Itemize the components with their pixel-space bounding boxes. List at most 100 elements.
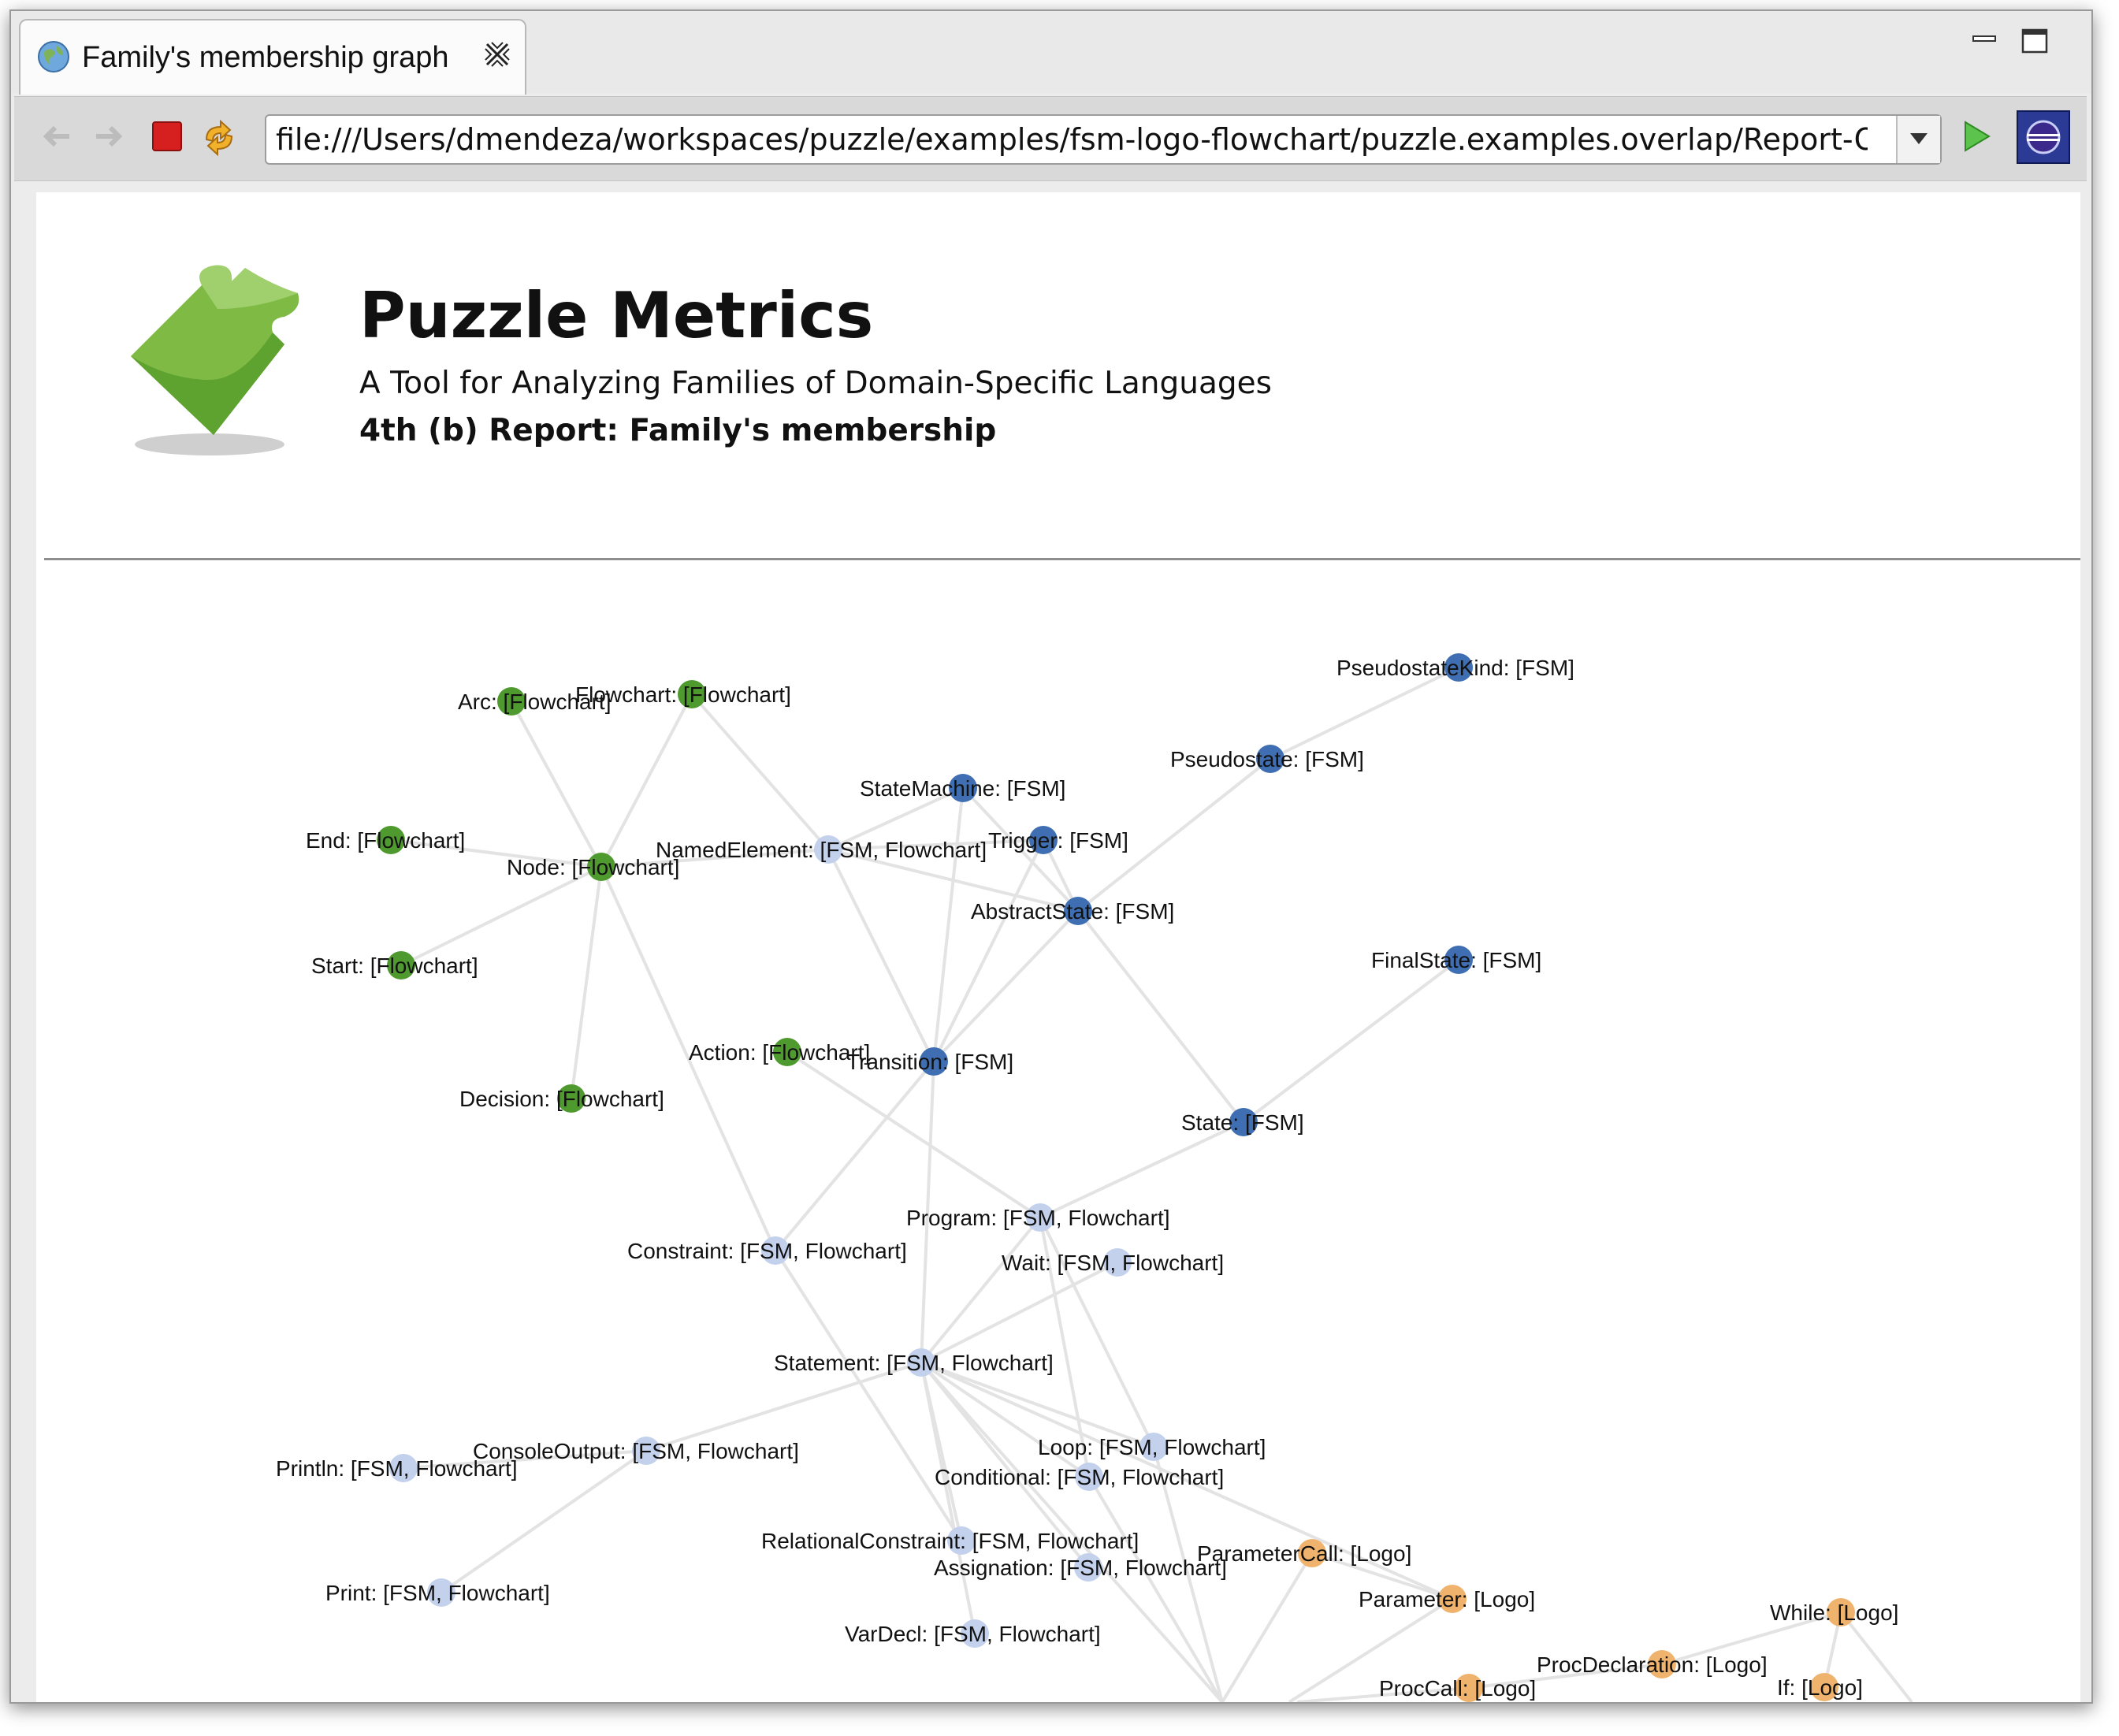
graph-node-namedelement[interactable]	[814, 835, 842, 864]
graph-node-assignation[interactable]	[1074, 1553, 1102, 1582]
graph-node-state[interactable]	[1229, 1108, 1258, 1136]
graph-node-finalstate[interactable]	[1444, 946, 1473, 974]
graph-edge	[390, 838, 602, 868]
graph-node-label: Pseudostate: [FSM]	[1170, 747, 1364, 771]
globe-icon	[36, 39, 71, 78]
graph-node-label: Decision: [Flowchart]	[459, 1087, 664, 1111]
graph-node-label: Action: [Flowchart]	[689, 1040, 870, 1065]
graph-node-label: Assignation: [FSM, Flowchart]	[934, 1556, 1227, 1580]
graph-node-label: State: [FSM]	[1181, 1110, 1304, 1135]
browser-toolbar: file:///Users/dmendeza/workspaces/puzzle…	[14, 96, 2087, 181]
stop-icon[interactable]	[148, 117, 186, 159]
graph-edge	[827, 849, 935, 1062]
graph-node-program[interactable]	[1026, 1203, 1054, 1232]
tab-title: Family's membership graph	[82, 41, 449, 74]
go-icon[interactable]	[1957, 117, 1995, 159]
graph-edge	[1076, 909, 1245, 1124]
graph-edge	[440, 1449, 648, 1594]
refresh-icon[interactable]	[199, 117, 240, 162]
graph-edge	[932, 909, 1080, 1063]
graph-node-proccall[interactable]	[1455, 1674, 1483, 1702]
graph-node-start[interactable]	[387, 951, 415, 980]
graph-edge	[400, 865, 602, 967]
graph-node-procdeclaration[interactable]	[1648, 1650, 1676, 1678]
graph-edge	[920, 1061, 935, 1363]
tab-family-membership-graph[interactable]: Family's membership graph	[19, 19, 526, 95]
graph-node-parameter[interactable]	[1438, 1585, 1467, 1613]
forward-arrow-icon[interactable]	[90, 117, 128, 159]
graph-edge	[920, 1361, 1091, 1478]
graph-edge	[920, 1361, 1154, 1448]
graph-node-println[interactable]	[389, 1454, 418, 1482]
graph-node-decision[interactable]	[557, 1084, 586, 1113]
address-bar[interactable]: file:///Users/dmendeza/workspaces/puzzle…	[265, 114, 1942, 165]
graph-node-if[interactable]	[1810, 1673, 1838, 1701]
graph-node-end[interactable]	[377, 826, 405, 854]
graph-node-flowchart[interactable]	[678, 680, 706, 708]
graph-edge	[1039, 1121, 1244, 1219]
graph-node-arc[interactable]	[497, 687, 526, 716]
graph-node-label: Conditional: [FSM, Flowchart]	[935, 1465, 1224, 1489]
graph-node-label: ConsoleOutput: [FSM, Flowchart]	[473, 1439, 799, 1463]
graph-node-parametercall[interactable]	[1298, 1539, 1326, 1567]
graph-node-action[interactable]	[773, 1038, 801, 1066]
graph-node-label: If: [Logo]	[1777, 1675, 1863, 1700]
graph-edge	[920, 1361, 1090, 1569]
graph-edge	[1288, 1597, 1454, 1702]
graph-edge	[570, 866, 603, 1099]
graph-node-pseudostate[interactable]	[1256, 745, 1284, 773]
graph-node-trigger[interactable]	[1029, 826, 1058, 854]
divider	[44, 558, 2080, 560]
graph-edge	[1839, 1611, 1913, 1702]
graph-edge	[961, 786, 1080, 913]
graph-node-label: Transition: [FSM]	[846, 1050, 1013, 1074]
graph-node-transition[interactable]	[920, 1047, 948, 1076]
graph-node-conditional[interactable]	[1075, 1463, 1103, 1491]
graph-node-vardecl[interactable]	[961, 1619, 989, 1648]
graph-node-statemachine[interactable]	[949, 774, 977, 802]
minimize-icon[interactable]	[1968, 25, 2000, 61]
graph-node-label: FinalState: [FSM]	[1371, 948, 1541, 972]
graph-edge	[827, 838, 1044, 851]
graph-node-label: Start: [Flowchart]	[311, 953, 478, 978]
graph-node-consoleoutput[interactable]	[632, 1437, 660, 1465]
graph-edge	[920, 1362, 976, 1634]
graph-node-label: Trigger: [FSM]	[988, 828, 1128, 853]
graph-node-relationalconstraint[interactable]	[947, 1526, 976, 1555]
graph-node-node[interactable]	[587, 853, 615, 881]
graph-node-label: NamedElement: [FSM, Flowchart]	[656, 838, 987, 862]
graph-edge	[786, 1050, 1042, 1219]
page-subtitle: A Tool for Analyzing Families of Domain-…	[359, 366, 1272, 401]
report-title: 4th (b) Report: Family's membership	[359, 413, 997, 448]
graph-node-label: Constraint: [FSM, Flowchart]	[627, 1239, 907, 1263]
close-icon[interactable]	[482, 39, 512, 75]
eclipse-icon[interactable]	[2016, 110, 2071, 169]
graph-edge	[600, 693, 693, 868]
graph-edge	[1221, 1552, 1314, 1702]
graph-edge	[932, 839, 1045, 1062]
graph-node-constraint[interactable]	[761, 1236, 790, 1265]
graph-edge	[1087, 1475, 1224, 1702]
graph-node-label: ParameterCall: [Logo]	[1197, 1541, 1411, 1566]
graph-node-statement[interactable]	[907, 1348, 935, 1377]
graph-node-abstractstate[interactable]	[1064, 897, 1092, 925]
graph-node-wait[interactable]	[1103, 1248, 1132, 1277]
graph-node-label: AbstractState: [FSM]	[971, 899, 1174, 924]
graph-node-label: ProcDeclaration: [Logo]	[1537, 1652, 1768, 1677]
dropdown-icon[interactable]	[1896, 116, 1940, 163]
graph-edge	[1296, 1686, 1470, 1702]
maximize-icon[interactable]	[2019, 25, 2050, 61]
graph-node-label: Program: [FSM, Flowchart]	[906, 1206, 1170, 1230]
graph-edge	[774, 1249, 963, 1542]
graph-edge	[774, 1060, 935, 1252]
graph-edge	[600, 866, 777, 1251]
puzzle-logo	[115, 262, 312, 470]
graph-node-loop[interactable]	[1139, 1433, 1168, 1461]
graph-node-label: Wait: [FSM, Flowchart]	[1002, 1251, 1224, 1275]
graph-node-while[interactable]	[1827, 1598, 1855, 1626]
graph-edge	[1152, 1446, 1224, 1702]
graph-edge	[1661, 1611, 1842, 1666]
graph-node-pseudostatekind[interactable]	[1444, 653, 1473, 682]
back-arrow-icon[interactable]	[38, 117, 76, 159]
graph-node-print[interactable]	[427, 1578, 455, 1607]
